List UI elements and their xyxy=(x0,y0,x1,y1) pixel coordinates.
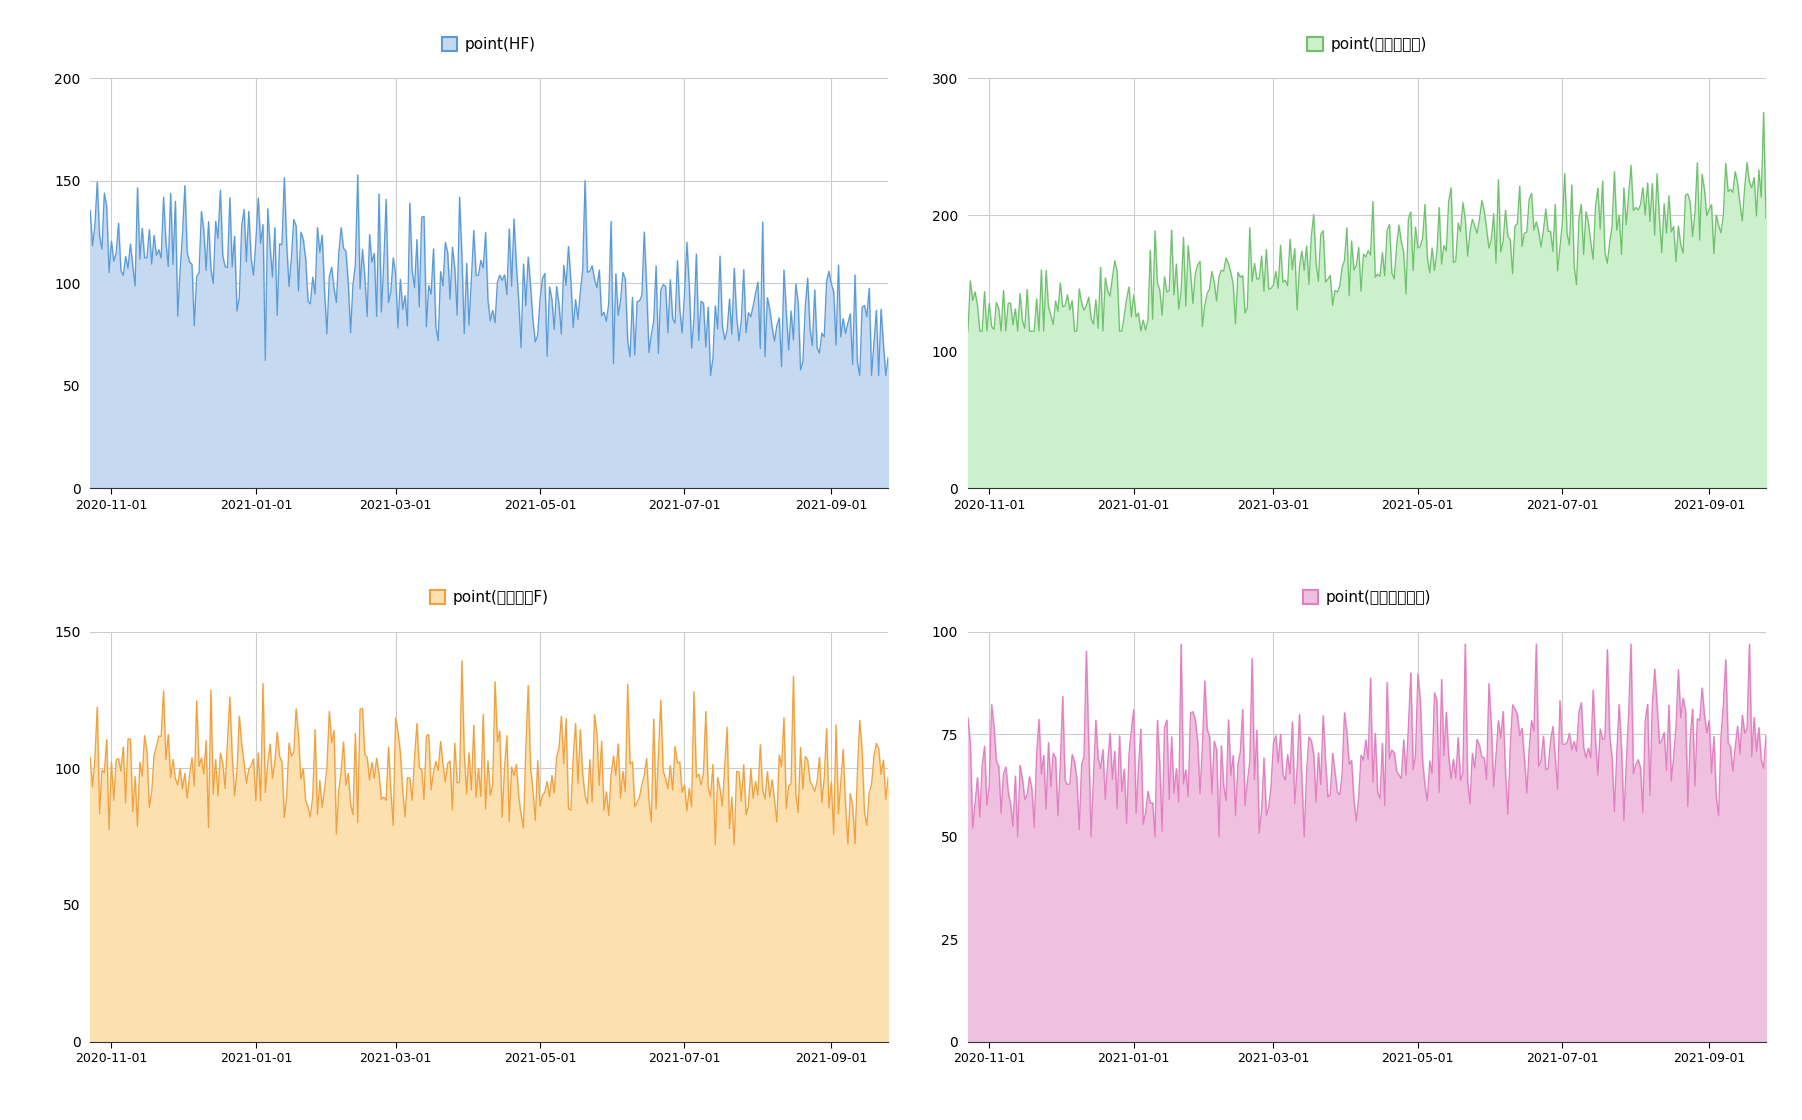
Legend: point(転生転移F): point(転生転移F) xyxy=(429,590,548,605)
Legend: point(転生転移恋愛): point(転生転移恋愛) xyxy=(1303,590,1431,605)
Legend: point(異世界恋愛): point(異世界恋愛) xyxy=(1306,37,1427,52)
Legend: point(HF): point(HF) xyxy=(441,37,535,52)
